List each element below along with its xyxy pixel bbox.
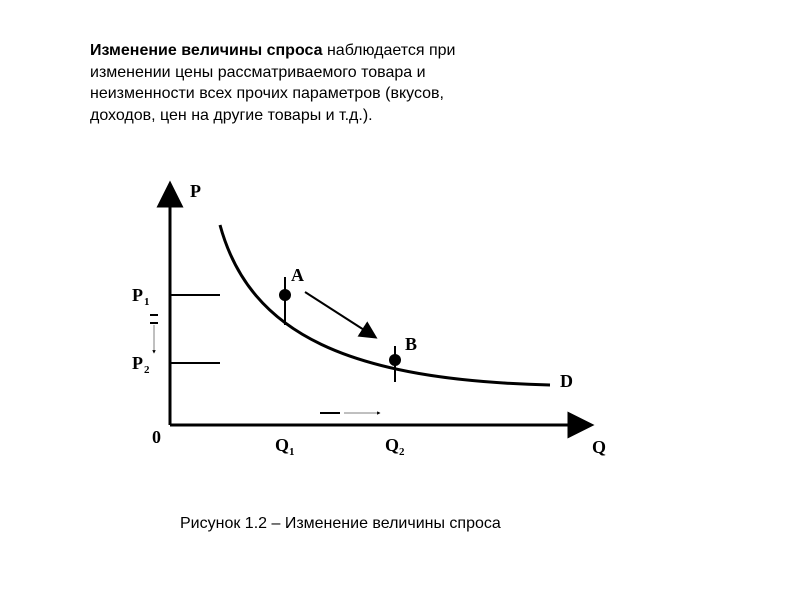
svg-text:0: 0 <box>152 427 161 447</box>
svg-text:Q: Q <box>385 435 399 455</box>
svg-text:P: P <box>132 285 143 305</box>
svg-text:A: A <box>291 265 304 285</box>
demand-chart: PQ0DP1P2Q1Q2AB <box>90 165 630 475</box>
svg-text:2: 2 <box>144 364 150 376</box>
svg-text:P: P <box>190 181 201 201</box>
figure-caption: Рисунок 1.2 – Изменение величины спроса <box>180 515 501 533</box>
svg-text:1: 1 <box>289 446 295 458</box>
svg-text:1: 1 <box>144 296 150 308</box>
svg-text:P: P <box>132 353 143 373</box>
page: Изменение величины спроса наблюдается пр… <box>0 0 800 600</box>
description-block: Изменение величины спроса наблюдается пр… <box>90 40 510 126</box>
svg-text:B: B <box>405 334 417 354</box>
title-text: Изменение величины спроса <box>90 42 323 59</box>
svg-text:Q: Q <box>275 435 289 455</box>
svg-text:Q: Q <box>592 437 606 457</box>
svg-text:2: 2 <box>399 446 405 458</box>
svg-text:D: D <box>560 371 573 391</box>
